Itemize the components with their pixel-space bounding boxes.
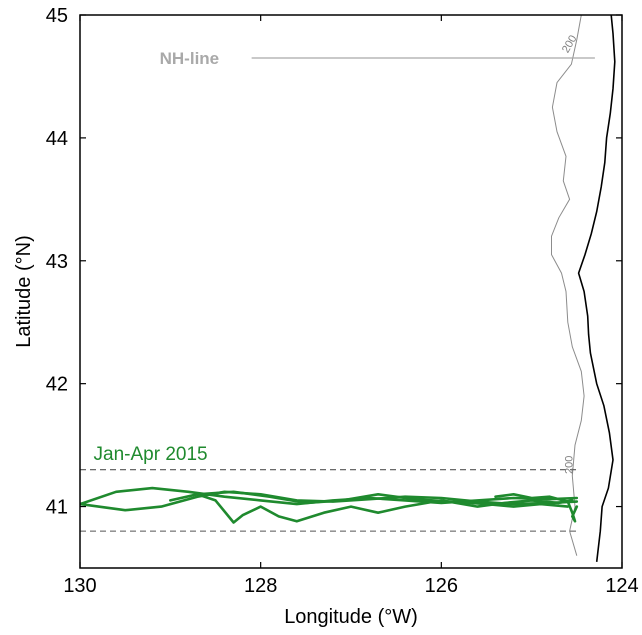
coastline-line xyxy=(577,15,616,562)
glider-track-5 xyxy=(494,492,579,523)
y-tick-label: 44 xyxy=(46,128,68,150)
y-tick-label: 45 xyxy=(46,5,68,27)
y-tick-label: 43 xyxy=(46,251,68,273)
axis-ticks: 130 128 126 124 41 42 43 44 45 xyxy=(46,5,639,597)
glider-track-4 xyxy=(196,490,570,508)
x-tick-label: 130 xyxy=(63,575,96,597)
glider-track-3 xyxy=(169,492,574,524)
isobath-label-bottom: 200 xyxy=(563,456,575,474)
x-tick-label: 126 xyxy=(425,575,458,597)
isobath-200m-line xyxy=(551,15,585,556)
y-tick-label: 42 xyxy=(46,374,68,396)
isobath-label-top: 200 xyxy=(560,33,580,55)
x-tick-label: 128 xyxy=(244,575,277,597)
nh-line-label: NH-line xyxy=(160,49,220,68)
y-tick-label: 41 xyxy=(46,497,68,519)
x-tick-label: 124 xyxy=(605,575,638,597)
x-axis-title: Longitude (°W) xyxy=(284,606,418,628)
plot-frame xyxy=(79,14,623,569)
map-data-layer xyxy=(80,15,616,562)
y-axis-title: Latitude (°N) xyxy=(13,235,35,348)
glider-track-label: Jan-Apr 2015 xyxy=(94,444,208,465)
